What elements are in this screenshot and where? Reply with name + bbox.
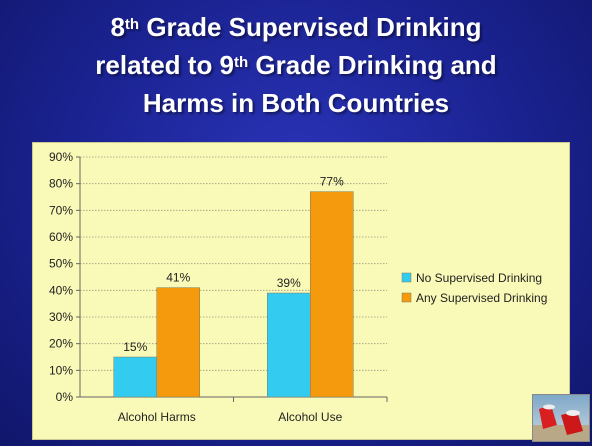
- data-label: 77%: [320, 175, 344, 189]
- bar-no-supervised: [267, 292, 311, 398]
- title-line-2: related to 9th Grade Drinking and: [95, 50, 497, 80]
- y-tick-label: 60%: [49, 230, 73, 244]
- slide-title: 8th Grade Supervised Drinking related to…: [0, 8, 592, 122]
- spilled-cup-image: [532, 394, 590, 442]
- chart-panel: 0% 10% 20% 30% 40% 50% 60% 70% 80% 90% 15% 41% Alcoh…: [32, 142, 570, 440]
- y-tick-label: 30%: [49, 310, 73, 324]
- legend-swatch: [401, 292, 412, 303]
- legend-swatch: [401, 272, 412, 283]
- data-label: 15%: [123, 340, 147, 354]
- data-label: 41%: [166, 271, 190, 285]
- bar-chart: 0% 10% 20% 30% 40% 50% 60% 70% 80% 90% 15% 41% Alcoh…: [49, 150, 547, 424]
- category-label: Alcohol Harms: [118, 410, 196, 424]
- bar-any-supervised: [156, 287, 200, 398]
- category-label: Alcohol Use: [278, 410, 342, 424]
- y-tick-label: 10%: [49, 363, 73, 377]
- data-label: 39%: [277, 276, 301, 290]
- y-tick-label: 20%: [49, 337, 73, 351]
- y-tick-label: 80%: [49, 177, 73, 191]
- y-tick-label: 40%: [49, 283, 73, 297]
- bar-any-supervised: [310, 191, 354, 398]
- title-line-1: 8th Grade Supervised Drinking: [110, 12, 482, 42]
- bar-no-supervised: [113, 356, 157, 398]
- y-tick-label: 50%: [49, 257, 73, 271]
- legend-label: No Supervised Drinking: [416, 271, 542, 285]
- y-tick-label: 70%: [49, 203, 73, 217]
- legend-label: Any Supervised Drinking: [416, 291, 547, 305]
- y-tick-label: 90%: [49, 150, 73, 164]
- title-line-3: Harms in Both Countries: [142, 88, 450, 118]
- y-tick-label: 0%: [56, 390, 74, 404]
